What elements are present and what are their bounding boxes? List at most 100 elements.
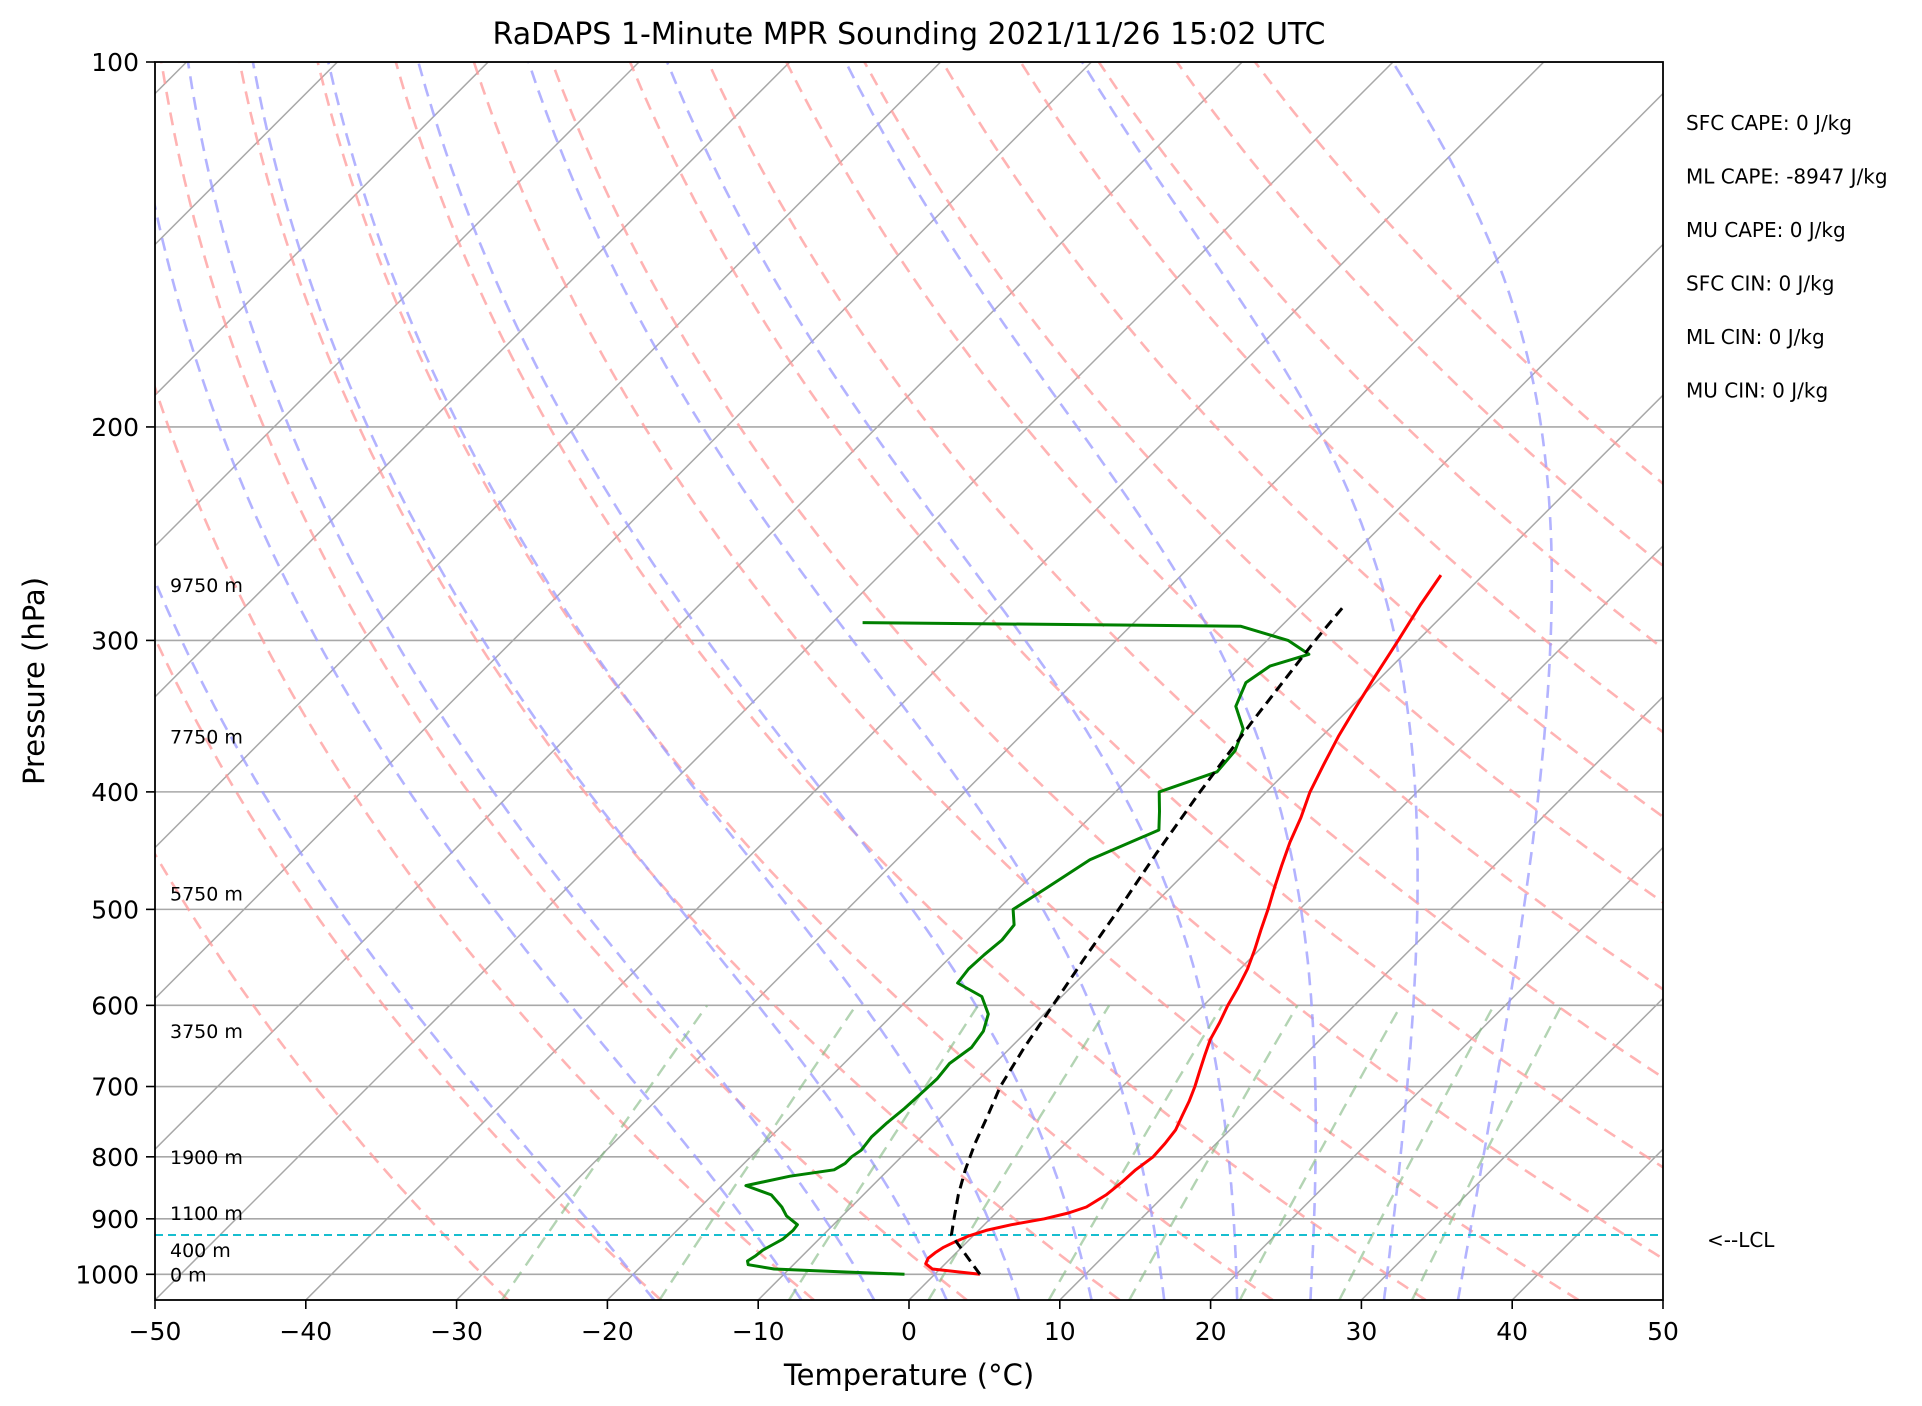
x-tick-label: 0 — [901, 1317, 917, 1346]
moist-adiabat-line — [251, 62, 948, 1300]
moist-adiabat-line — [186, 62, 876, 1300]
isotherm-line — [155, 62, 791, 698]
height-label: 1100 m — [170, 1203, 243, 1225]
height-label: 0 m — [170, 1264, 207, 1286]
isotherm-line — [456, 92, 1663, 1300]
dry-adiabat-line — [941, 62, 1663, 819]
height-label: 1900 m — [170, 1147, 243, 1169]
chart-title: RaDAPS 1-Minute MPR Sounding 2021/11/26 … — [493, 17, 1326, 52]
dry-adiabat-line — [1019, 62, 1663, 734]
lcl-line: <--LCL — [155, 1228, 1775, 1252]
x-tick-label: 10 — [1044, 1317, 1076, 1346]
isotherm-line — [155, 62, 1243, 1151]
isotherm-line — [305, 62, 1545, 1300]
moist-adiabat-line — [155, 200, 803, 1300]
x-tick-label: 50 — [1647, 1317, 1679, 1346]
isotherm-line — [606, 243, 1663, 1300]
y-tick-label: 600 — [91, 991, 139, 1020]
y-tick-label: 800 — [91, 1143, 139, 1172]
mixing-ratio-line — [500, 1004, 709, 1300]
x-tick-label: −20 — [581, 1317, 634, 1346]
isotherm-line — [757, 394, 1663, 1300]
isotherm-line — [908, 544, 1663, 1300]
mixing-ratio-line — [1238, 1004, 1402, 1300]
stability-index-text: ML CIN: 0 J/kg — [1686, 325, 1825, 349]
y-tick-label: 300 — [91, 626, 139, 655]
moist-adiabat-line — [327, 62, 1021, 1300]
x-tick-label: −50 — [129, 1317, 182, 1346]
stability-index-text: MU CIN: 0 J/kg — [1686, 379, 1828, 403]
dry-adiabat-line — [238, 62, 1121, 1300]
dry-adiabat-line — [160, 62, 968, 1300]
stability-index-text: MU CAPE: 0 J/kg — [1686, 218, 1846, 242]
x-axis-label: Temperature (°C) — [783, 1358, 1034, 1392]
isotherm-line — [155, 62, 942, 849]
mixing-ratio-line — [1047, 1004, 1224, 1300]
y-tick-label: 500 — [91, 895, 139, 924]
y-tick-label: 200 — [91, 413, 139, 442]
moist-adiabat-line — [844, 62, 1318, 1300]
mixing-ratio-line — [1128, 1004, 1299, 1300]
stability-index-text: ML CAPE: -8947 J/kg — [1686, 165, 1888, 189]
stability-index-text: SFC CIN: 0 J/kg — [1686, 272, 1834, 296]
isotherm-line — [155, 62, 489, 397]
mixing-ratio-line — [1338, 1004, 1495, 1300]
dry-adiabat-line — [472, 62, 1580, 1300]
moist-adiabat-line — [1080, 62, 1419, 1300]
height-label: 5750 m — [170, 883, 243, 905]
x-tick-label: 20 — [1195, 1317, 1227, 1346]
dry-adiabats — [155, 62, 1663, 1300]
dewpoint-line — [744, 621, 1311, 1276]
dry-adiabat-line — [394, 62, 1427, 1300]
y-tick-label: 700 — [91, 1073, 139, 1102]
isotherm-line — [155, 62, 640, 548]
dry-adiabat-line — [707, 62, 1663, 1080]
lcl-label: <--LCL — [1707, 1228, 1775, 1252]
dry-adiabat-line — [628, 62, 1663, 1169]
height-label: 7750 m — [170, 726, 243, 748]
isotherm-line — [155, 62, 1394, 1300]
x-tick-label: 30 — [1345, 1317, 1377, 1346]
y-tick-label: 100 — [91, 48, 139, 77]
dry-adiabat-line — [785, 62, 1663, 991]
mixing-ratio-lines — [500, 1004, 1563, 1300]
x-tick-label: −30 — [430, 1317, 483, 1346]
stability-index-text: SFC CAPE: 0 J/kg — [1686, 111, 1852, 135]
stability-indices: SFC CAPE: 0 J/kg ML CAPE: -8947 J/kg MU CA… — [1686, 111, 1888, 403]
isotherm-line — [1360, 997, 1663, 1300]
isotherm-line — [155, 62, 1092, 1000]
y-tick-label: 900 — [91, 1205, 139, 1234]
sounding-series — [744, 574, 1443, 1276]
height-label: 3750 m — [170, 1021, 243, 1043]
height-label: 400 m — [170, 1240, 231, 1262]
mixing-ratio-line — [927, 1004, 1111, 1300]
parcel-line — [949, 603, 1347, 1276]
dry-adiabat-line — [550, 62, 1663, 1261]
moist-adiabat-line — [155, 577, 656, 1300]
moist-adiabat-line — [1391, 62, 1554, 1300]
mixing-ratio-line — [787, 1004, 980, 1300]
x-tick-label: 40 — [1496, 1317, 1528, 1346]
dry-adiabat-line — [1097, 62, 1663, 651]
dry-adiabat-line — [863, 62, 1663, 904]
mixing-ratio-line — [658, 1004, 857, 1300]
x-tick-label: −10 — [732, 1317, 785, 1346]
height-label: 9750 m — [170, 575, 243, 597]
isotherm-line — [1059, 695, 1663, 1300]
y-tick-label: 1000 — [75, 1260, 139, 1289]
mixing-ratio-line — [1410, 1004, 1563, 1300]
moist-adiabat-line — [665, 62, 1239, 1300]
x-axis-ticks: −50 −40 −30 −20 −10 0 10 20 30 40 50 — [129, 1300, 1679, 1346]
dry-adiabat-line — [1175, 62, 1663, 568]
y-tick-label: 400 — [91, 778, 139, 807]
x-tick-label: −40 — [279, 1317, 332, 1346]
isobar-isotherm-grid — [155, 62, 1663, 1300]
temperature-line — [924, 574, 1443, 1276]
y-axis-label: Pressure (hPa) — [17, 577, 51, 785]
isotherm-line — [1210, 846, 1663, 1300]
dry-adiabat-line — [155, 383, 815, 1300]
y-axis-ticks: 100 200 300 400 500 600 700 800 900 1000 — [75, 48, 155, 1289]
dry-adiabat-line — [316, 62, 1274, 1300]
